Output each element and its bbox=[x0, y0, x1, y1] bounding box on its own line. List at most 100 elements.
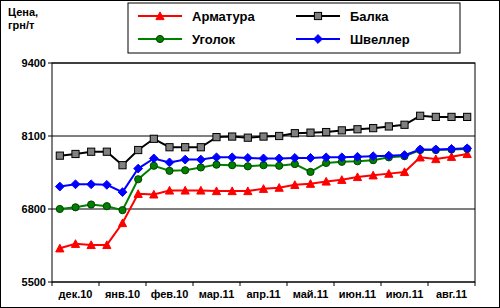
data-point bbox=[166, 167, 173, 174]
background bbox=[1, 1, 500, 308]
y-tick-label: 6800 bbox=[22, 203, 46, 215]
data-point bbox=[369, 171, 377, 179]
data-point bbox=[87, 180, 96, 189]
data-point bbox=[228, 153, 237, 162]
data-point bbox=[338, 127, 345, 134]
data-point bbox=[71, 180, 80, 189]
data-point bbox=[290, 154, 299, 163]
data-point bbox=[275, 154, 284, 163]
data-point bbox=[103, 148, 110, 155]
x-tick-label: фев.10 bbox=[151, 288, 189, 300]
x-tick-label: апр.11 bbox=[246, 288, 280, 300]
data-point bbox=[197, 186, 205, 194]
data-point bbox=[181, 186, 189, 194]
data-point bbox=[135, 176, 142, 183]
data-point bbox=[118, 219, 126, 227]
y-tick-label: 8100 bbox=[22, 130, 46, 142]
data-point bbox=[385, 123, 392, 130]
data-point bbox=[353, 152, 362, 161]
data-point bbox=[181, 155, 190, 164]
data-point bbox=[259, 154, 268, 163]
x-tick bbox=[334, 282, 335, 286]
data-point bbox=[56, 244, 64, 252]
data-point bbox=[307, 168, 314, 175]
data-point bbox=[307, 129, 314, 136]
x-tick bbox=[428, 282, 429, 286]
data-point bbox=[71, 240, 79, 248]
data-point bbox=[103, 241, 111, 249]
y-tick bbox=[48, 209, 52, 210]
data-point bbox=[213, 134, 220, 141]
x-tick bbox=[99, 282, 100, 286]
plot-frame bbox=[52, 63, 475, 282]
data-point bbox=[165, 186, 173, 194]
data-point bbox=[196, 155, 205, 164]
legend-label: Балка bbox=[350, 9, 389, 24]
series-line bbox=[60, 149, 467, 210]
data-point bbox=[88, 201, 95, 208]
data-point bbox=[432, 155, 440, 163]
data-point bbox=[447, 145, 456, 154]
data-point bbox=[135, 146, 142, 153]
data-point bbox=[338, 176, 346, 184]
data-point bbox=[134, 190, 142, 198]
legend-marker bbox=[156, 35, 163, 42]
data-point bbox=[229, 133, 236, 140]
x-tick bbox=[52, 282, 53, 286]
data-point bbox=[197, 164, 204, 171]
data-point bbox=[417, 112, 424, 119]
x-tick bbox=[240, 282, 241, 286]
data-point bbox=[88, 148, 95, 155]
series-line bbox=[60, 116, 467, 165]
data-point bbox=[432, 113, 439, 120]
data-point bbox=[119, 162, 126, 169]
data-point bbox=[228, 187, 236, 195]
legend-box bbox=[128, 3, 460, 53]
x-tick bbox=[381, 282, 382, 286]
y-tick-label: 9400 bbox=[22, 57, 46, 69]
data-point bbox=[244, 134, 251, 141]
data-point bbox=[182, 167, 189, 174]
data-point bbox=[370, 125, 377, 132]
data-point bbox=[353, 173, 361, 181]
data-point bbox=[354, 126, 361, 133]
data-point bbox=[244, 187, 252, 195]
x-tick-label: май.11 bbox=[293, 288, 329, 300]
data-point bbox=[291, 181, 299, 189]
data-point bbox=[384, 151, 393, 160]
y-axis-label-line: Цена, bbox=[8, 6, 38, 18]
data-point bbox=[385, 170, 393, 178]
data-point bbox=[275, 184, 283, 192]
x-tick-label: мар.11 bbox=[199, 288, 235, 300]
data-point bbox=[463, 144, 472, 153]
y-tick-label: 5500 bbox=[22, 276, 46, 288]
data-point bbox=[197, 144, 204, 151]
data-point bbox=[464, 113, 471, 120]
data-point bbox=[260, 133, 267, 140]
data-point bbox=[102, 180, 111, 189]
data-point bbox=[369, 152, 378, 161]
data-point bbox=[229, 162, 236, 169]
data-point bbox=[291, 130, 298, 137]
data-point bbox=[166, 144, 173, 151]
y-axis-label: Цена,грн/т bbox=[8, 6, 38, 31]
data-point bbox=[150, 190, 158, 198]
series-line bbox=[60, 148, 467, 192]
x-tick bbox=[475, 282, 476, 286]
data-point bbox=[56, 152, 63, 159]
data-point bbox=[150, 135, 157, 142]
data-point bbox=[87, 241, 95, 249]
data-point bbox=[182, 144, 189, 151]
series-line bbox=[60, 154, 467, 248]
data-point bbox=[212, 153, 221, 162]
data-point bbox=[72, 204, 79, 211]
data-point bbox=[448, 113, 455, 120]
x-tick-label: авг.11 bbox=[436, 288, 467, 300]
x-tick-label: июн.11 bbox=[339, 288, 377, 300]
y-tick bbox=[48, 136, 52, 137]
legend-marker bbox=[314, 35, 323, 44]
data-point bbox=[118, 188, 127, 197]
data-point bbox=[56, 205, 63, 212]
data-point bbox=[322, 177, 330, 185]
legend-label: Швеллер bbox=[350, 32, 410, 47]
